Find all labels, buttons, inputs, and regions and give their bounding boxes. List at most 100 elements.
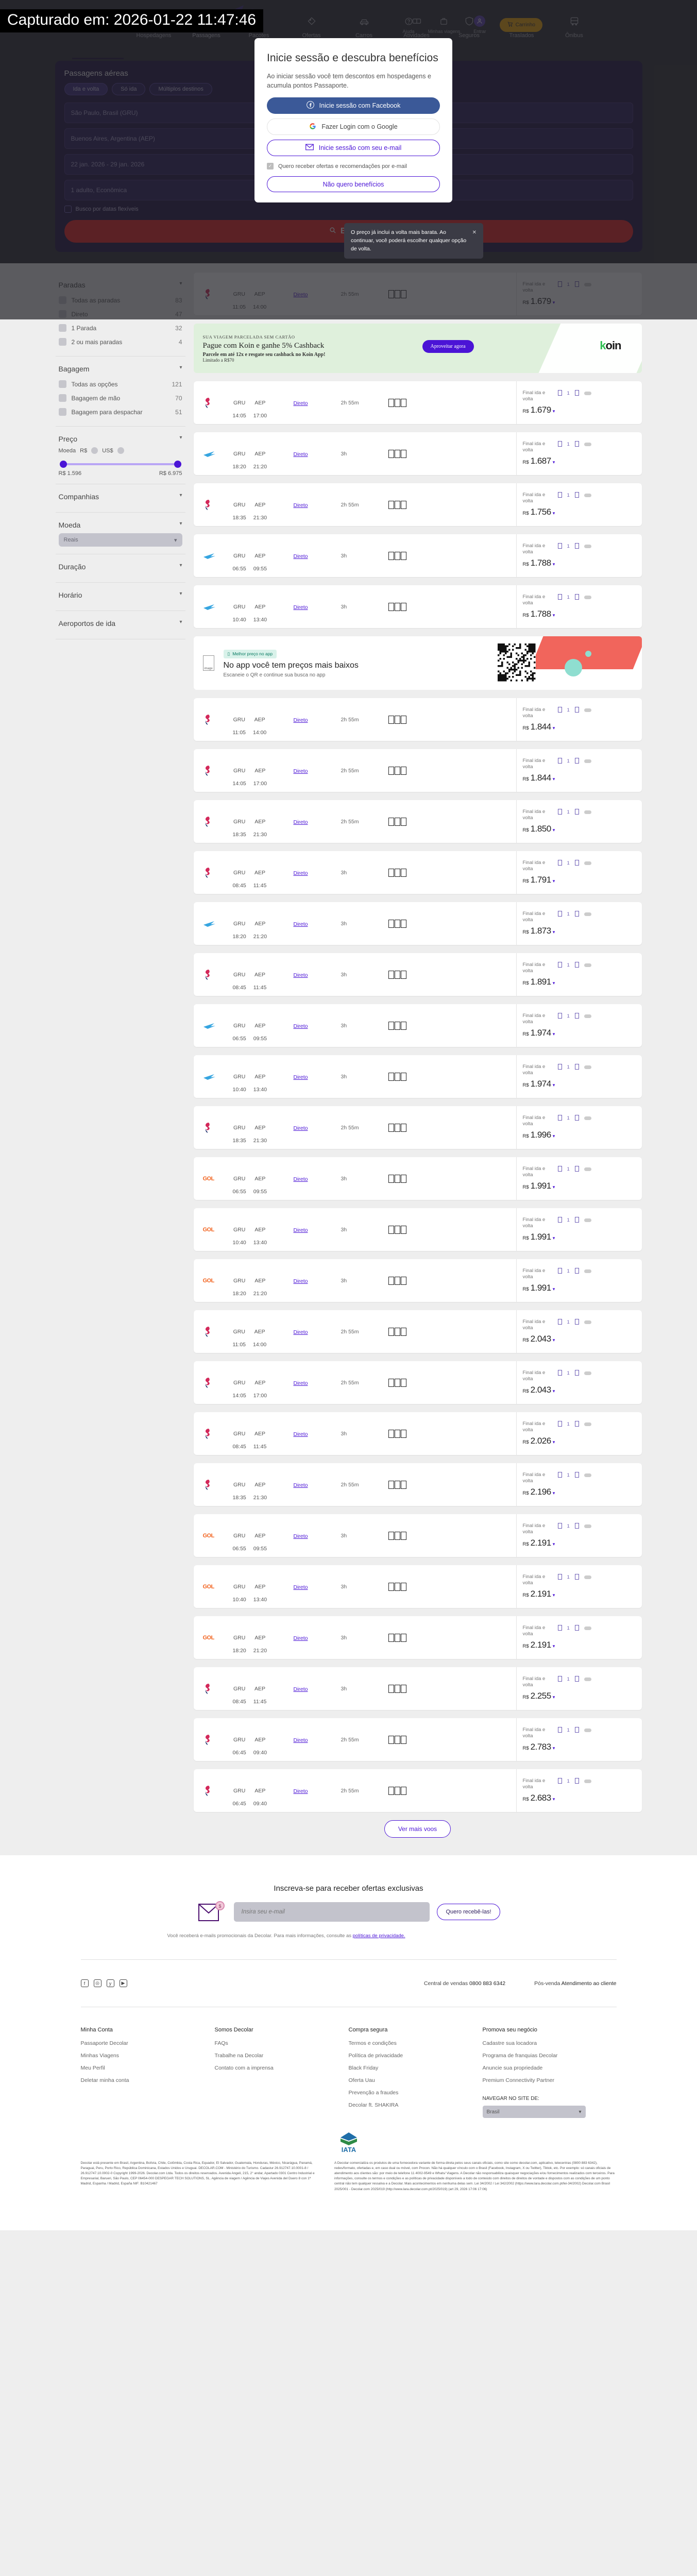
flight-result-card[interactable]: GRU 18:35 AEP 21:30 Direto 2h 55m Final id… [193,800,642,843]
chevron-down-icon[interactable]: ▾ [552,1082,555,1088]
stops-link[interactable]: Direto [293,1686,308,1692]
flight-result-card[interactable]: GOL GRU 18:20 AEP 21:20 Direto 3h Final id… [193,1616,642,1659]
close-icon[interactable]: ✕ [472,230,477,235]
flight-result-card[interactable]: GRU 08:45 AEP 11:45 Direto 3h Final ida e … [193,1412,642,1455]
stops-link[interactable]: Direto [293,291,308,298]
chevron-down-icon[interactable]: ▾ [552,1133,555,1139]
footer-link[interactable]: Premium Connectivity Partner [482,2077,554,2084]
stops-link[interactable]: Direto [293,819,308,825]
flight-result-card[interactable]: GRU 18:35 AEP 21:30 Direto 2h 55m Final id… [193,1106,642,1149]
flight-result-card[interactable]: GOL GRU 06:55 AEP 09:55 Direto 3h Final id… [193,1157,642,1200]
footer-link[interactable]: Deletar minha conta [80,2077,129,2084]
stops-link[interactable]: Direto [293,502,308,509]
footer-link[interactable]: Prevenção a fraudes [348,2090,399,2096]
chevron-down-icon[interactable]: ▾ [179,493,182,498]
sales-phone[interactable]: 0800 883 6342 [469,1980,506,1987]
chevron-down-icon[interactable]: ▾ [552,776,555,782]
chevron-down-icon[interactable]: ▾ [552,613,555,618]
flight-result-card[interactable]: GRU 08:45 AEP 11:45 Direto 3h Final ida e … [193,953,642,996]
flight-result-card[interactable]: GRU 06:45 AEP 09:40 Direto 2h 55m Final id… [193,1718,642,1761]
footer-link[interactable]: Passaporte Decolar [80,2040,128,2047]
footer-link[interactable]: Cadastre sua locadora [482,2040,537,2047]
koin-cta-button[interactable]: Aproveitar agora [422,340,474,353]
chevron-down-icon[interactable]: ▾ [552,878,555,884]
footer-link[interactable]: Decolar ft. SHAKIRA [348,2102,399,2109]
flight-result-card[interactable]: GRU 18:20 AEP 21:20 Direto 3h Final ida e … [193,902,642,945]
flight-result-card[interactable]: GOL GRU 06:55 AEP 09:55 Direto 3h Final id… [193,1514,642,1557]
tab-so-ida[interactable]: Só ida [112,83,146,95]
chevron-down-icon[interactable]: ▾ [552,929,555,935]
flight-result-card[interactable]: GRU 06:55 AEP 09:55 Direto 3h Final ida e … [193,534,642,577]
flight-result-card[interactable]: GRU 14:05 AEP 17:00 Direto 2h 55m Final id… [193,381,642,424]
slider-knob-min[interactable] [59,461,67,468]
stops-link[interactable]: Direto [293,1788,308,1794]
stops-link[interactable]: Direto [293,1431,308,1437]
checkbox[interactable] [58,338,66,346]
stops-link[interactable]: Direto [293,870,308,876]
koin-promo-banner[interactable]: SUA VIAGEM PARCELADA SEM CARTÃO Pague co… [193,324,642,373]
stops-link[interactable]: Direto [293,1380,308,1386]
filter-row[interactable]: Todas as opções 121 [58,377,182,391]
footer-link[interactable]: Anuncie sua propriedade [482,2065,543,2072]
currency-select[interactable]: Reais ▾ [58,533,182,547]
flight-result-card[interactable]: GRU 11:05 AEP 14:00 Direto 2h 55m Final id… [193,1310,642,1353]
filter-row[interactable]: Direto 47 [58,307,182,321]
checkbox[interactable] [58,394,66,402]
checkbox[interactable] [58,310,66,318]
chevron-down-icon[interactable]: ▾ [552,562,555,567]
stops-link[interactable]: Direto [293,972,308,978]
stops-link[interactable]: Direto [293,1329,308,1335]
filter-row[interactable]: Bagagem para despachar 51 [58,405,182,419]
chevron-down-icon[interactable]: ▾ [552,1797,555,1802]
footer-link[interactable]: Programa de franquias Decolar [482,2053,558,2059]
stops-link[interactable]: Direto [293,717,308,723]
stops-link[interactable]: Direto [293,1227,308,1233]
chevron-down-icon[interactable]: ▾ [179,591,182,597]
facebook-login-button[interactable]: Inicie sessão com Facebook [267,97,440,114]
chevron-up-icon[interactable]: ▾ [179,281,182,286]
footer-link[interactable]: Trabalhe na Decolar [214,2053,264,2059]
stops-link[interactable]: Direto [293,604,308,611]
flight-result-card[interactable]: GRU 06:55 AEP 09:55 Direto 3h Final ida e … [193,1004,642,1047]
footer-link[interactable]: Minhas Viagens [80,2053,120,2059]
currency-option-brl[interactable]: R$ [80,447,88,454]
post-sale-link[interactable]: Atendimento ao cliente [561,1980,617,1987]
chevron-down-icon[interactable]: ▾ [552,827,555,833]
stops-link[interactable]: Direto [293,451,308,457]
footer-link[interactable]: Termos e condições [348,2040,397,2047]
nav-item-ofertas[interactable]: Ofertas [293,12,330,39]
filter-row[interactable]: 1 Parada 32 [58,321,182,335]
stops-link[interactable]: Direto [293,400,308,406]
filter-row[interactable]: 2 ou mais paradas 4 [58,335,182,349]
youtube-icon[interactable]: ▶ [119,1979,127,1988]
chevron-down-icon[interactable]: ▾ [552,980,555,986]
chevron-up-icon[interactable]: ▾ [179,435,182,440]
chevron-down-icon[interactable]: ▾ [552,1388,555,1394]
price-range-slider[interactable] [59,460,181,468]
chevron-down-icon[interactable]: ▾ [552,1286,555,1292]
tab-ida-e-volta[interactable]: Ida e volta [64,83,108,95]
cart-button[interactable]: Carrinho [499,18,542,32]
currency-option-usd[interactable]: US$ [102,447,113,454]
app-download-banner[interactable]: image ▯ Melhor preço no app No app você t… [193,636,642,690]
footer-link[interactable]: Contato com a imprensa [214,2065,274,2072]
stops-link[interactable]: Direto [293,553,308,560]
chevron-down-icon[interactable]: ▾ [552,300,555,306]
checkbox[interactable] [58,408,66,416]
nav-item-carros[interactable]: Carros [346,12,383,39]
flight-result-card[interactable]: GOL GRU 10:40 AEP 13:40 Direto 3h Final id… [193,1565,642,1608]
stops-link[interactable]: Direto [293,1074,308,1080]
chevron-down-icon[interactable]: ▾ [552,1031,555,1037]
stops-link[interactable]: Direto [293,1737,308,1743]
chevron-down-icon[interactable]: ▾ [552,1490,555,1496]
chevron-down-icon[interactable]: ▾ [552,1643,555,1649]
decline-benefits-button[interactable]: Não quero benefícios [267,176,440,193]
instagram-icon[interactable]: ◎ [93,1979,101,1988]
stops-link[interactable]: Direto [293,1023,308,1029]
chevron-down-icon[interactable]: ▾ [179,619,182,625]
flight-result-card[interactable]: GRU 10:40 AEP 13:40 Direto 3h Final ida e … [193,585,642,628]
twitter-icon[interactable]: y [106,1979,114,1988]
chevron-down-icon[interactable]: ▾ [552,1337,555,1343]
filter-row[interactable]: Todas as paradas 83 [58,293,182,307]
checkbox[interactable] [58,324,66,332]
